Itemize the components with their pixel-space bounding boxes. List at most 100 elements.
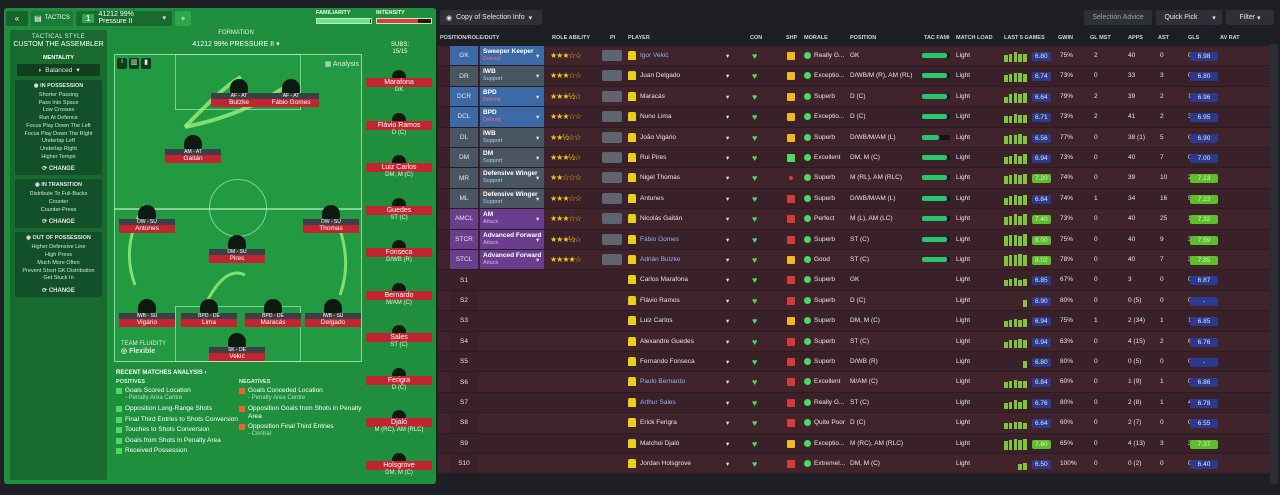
table-row[interactable]: DCR BPD Defend ▾ ★★★½☆ Maracás ▾ ♥ Superb D (C) Li… xyxy=(438,86,1278,108)
table-row[interactable]: ML Defensive Winger Support ▾ ★★★☆☆ Antunes ▾ ♥… xyxy=(438,188,1278,210)
scrollbar[interactable] xyxy=(1270,44,1278,484)
transition-change-button[interactable]: ⟳ CHANGE xyxy=(42,219,75,226)
table-row[interactable]: S6 Paulo Bernardo ▾ ♥ Excellent M/AM (C) Light… xyxy=(438,372,1278,393)
player-name[interactable]: João Vigário xyxy=(640,133,677,141)
column-header[interactable]: PLAYER xyxy=(628,35,650,41)
chevron-down-icon[interactable]: ▾ xyxy=(726,155,730,162)
chevron-down-icon[interactable]: ▾ xyxy=(726,93,730,101)
pitch-player[interactable]: DW - SU Thomas xyxy=(303,205,359,233)
detail-icon[interactable]: ▮ xyxy=(141,58,151,69)
column-header[interactable]: TAC FAMI xyxy=(924,35,950,41)
position-cell[interactable]: DM xyxy=(450,148,478,168)
table-row[interactable]: S3 Luiz Carlos ▾ ♥ Superb DM, M (C) Light 6.94 7… xyxy=(438,311,1278,332)
player-instructions-icon[interactable] xyxy=(602,254,622,265)
position-cell[interactable]: DCR xyxy=(450,86,478,107)
column-header[interactable]: ROLE ABILITY xyxy=(552,35,590,41)
player-name[interactable]: Flávio Ramos xyxy=(640,296,680,304)
player-instructions-icon[interactable] xyxy=(602,172,622,184)
filter-button[interactable]: Filter ▾ xyxy=(1226,10,1274,25)
chevron-down-icon[interactable]: ▾ xyxy=(726,236,730,244)
player-name[interactable]: Rui Pires xyxy=(640,154,667,161)
copy-selection-info-button[interactable]: ◉ Copy of Selection Info ▾ xyxy=(440,10,542,25)
position-cell[interactable]: DR xyxy=(450,66,478,86)
table-row[interactable]: DR IWB Support ▾ ★★★☆☆ Juan Delgado ▾ ♥ Exceptio… xyxy=(438,66,1278,87)
sub-player[interactable]: Holsgrove DM, M (C) xyxy=(366,452,432,477)
column-header[interactable]: PI xyxy=(610,35,616,41)
pitch-player[interactable]: IWB - SU Delgado xyxy=(305,299,361,327)
column-header[interactable]: POSITION/ROLE/DUTY xyxy=(440,35,500,41)
chevron-down-icon[interactable]: ▾ xyxy=(726,379,730,387)
player-name[interactable]: Nigel Thomas xyxy=(640,174,680,182)
player-instructions-icon[interactable] xyxy=(602,152,622,163)
column-header[interactable]: AV RAT xyxy=(1220,35,1240,41)
position-cell[interactable]: S7 xyxy=(450,392,478,413)
table-row[interactable]: S7 Arthur Sales ▾ ♥ Really G... ST (C) Light 6.… xyxy=(438,392,1278,414)
player-instructions-icon[interactable] xyxy=(602,90,622,102)
stats-icon[interactable]: ▥ xyxy=(129,58,139,69)
info-icon[interactable]: i xyxy=(117,58,127,69)
chevron-down-icon[interactable]: ▾ xyxy=(726,420,730,428)
pitch-player[interactable]: BPD - DE Maracás xyxy=(245,299,301,327)
role-duty-select[interactable]: Defensive Winger Support xyxy=(480,188,544,209)
table-row[interactable]: DCL BPD Defend ▾ ★★★☆☆ Nuno Lima ▾ ♥ Exceptio...… xyxy=(438,107,1278,128)
player-name[interactable]: Fernando Fonseca xyxy=(640,358,695,365)
pitch-player[interactable]: SK - DE Vekić xyxy=(209,333,265,361)
player-name[interactable]: Jordan Holsgrove xyxy=(640,460,691,467)
player-name[interactable]: Arthur Sales xyxy=(640,398,676,406)
player-name[interactable]: Adrián Butzke xyxy=(640,256,681,263)
table-row[interactable]: DM DM Support ▾ ★★★½☆ Rui Pires ▾ ♥ Excellent DM,… xyxy=(438,148,1278,169)
selection-advice-button[interactable]: Selection Advice xyxy=(1084,10,1152,25)
mentality-select[interactable]: ◑ Balanced ▾ xyxy=(17,64,100,76)
table-row[interactable]: S2 Flávio Ramos ▾ ♥ Superb D (C) Light 6.90 80% 0… xyxy=(438,290,1278,312)
player-instructions-icon[interactable] xyxy=(602,233,622,245)
sub-player[interactable]: Bernardo M/AM (C) xyxy=(366,282,432,307)
table-row[interactable]: STCR Advanced Forward Attack ▾ ★★★½☆ Fábio Go… xyxy=(438,229,1278,250)
chevron-down-icon[interactable]: ▾ xyxy=(726,461,730,468)
position-cell[interactable]: S6 xyxy=(450,372,478,392)
chevron-down-icon[interactable]: ▾ xyxy=(726,73,730,81)
role-duty-select[interactable]: IWB Support xyxy=(480,127,544,147)
player-name[interactable]: Matchoi Djaló xyxy=(640,439,680,447)
position-cell[interactable]: S4 xyxy=(450,331,478,351)
pitch-player[interactable]: AF - AT Fábio Gomes xyxy=(263,79,319,107)
chevron-down-icon[interactable]: ▾ xyxy=(726,338,730,346)
role-duty-select[interactable]: IWB Support xyxy=(480,66,544,86)
quick-pick-button[interactable]: Quick Pick xyxy=(1156,10,1206,25)
player-instructions-icon[interactable] xyxy=(602,70,622,82)
player-instructions-icon[interactable] xyxy=(602,50,622,61)
sub-player[interactable]: Flávio Ramos D (C) xyxy=(366,112,432,137)
position-cell[interactable]: DCL xyxy=(450,107,478,127)
out-possession-change-button[interactable]: ⟳ CHANGE xyxy=(42,287,75,294)
sub-player[interactable]: Djaló M (RC), AM (RLC) xyxy=(366,410,432,434)
pitch-player[interactable]: AM - AT Gaitán xyxy=(165,135,221,163)
chevron-down-icon[interactable]: ▾ xyxy=(726,195,730,203)
table-row[interactable]: S9 Matchoi Djaló ▾ ♥ Exceptio... M (RC), AM (… xyxy=(438,433,1278,454)
column-header[interactable]: CON xyxy=(750,35,763,41)
column-header[interactable]: AST xyxy=(1158,35,1169,41)
tactics-tab[interactable]: ▤ TACTICS xyxy=(31,10,73,26)
table-row[interactable]: S8 Erick Ferigra ▾ ♥ Quite Poor D (C) Light 6.6… xyxy=(438,413,1278,434)
player-name[interactable]: Alexandre Guedes xyxy=(640,337,694,345)
role-duty-select[interactable]: Defensive Winger Support xyxy=(480,168,544,188)
player-instructions-icon[interactable] xyxy=(602,213,622,225)
position-cell[interactable]: S3 xyxy=(450,311,478,331)
possession-change-button[interactable]: ⟳ CHANGE xyxy=(42,166,75,173)
sub-player[interactable]: Fonseca D/WB (R) xyxy=(366,240,432,264)
position-cell[interactable]: AMCL xyxy=(450,209,478,229)
pitch-player[interactable]: AF - AT Butzke xyxy=(211,79,267,107)
pitch-player[interactable]: DW - SU Antunes xyxy=(119,205,175,233)
player-instructions-icon[interactable] xyxy=(602,131,622,143)
position-cell[interactable]: S2 xyxy=(450,290,478,311)
table-row[interactable]: STCL Advanced Forward Attack ▾ ★★★★☆ Adrián B… xyxy=(438,250,1278,271)
position-cell[interactable]: S10 xyxy=(450,454,478,474)
sub-player[interactable]: Sales ST (C) xyxy=(366,325,432,349)
role-duty-select[interactable]: AM Attack xyxy=(480,209,544,229)
position-cell[interactable]: S9 xyxy=(450,433,478,453)
plus-icon[interactable]: + xyxy=(174,10,191,26)
column-header[interactable]: GL MST xyxy=(1090,35,1111,41)
player-name[interactable]: Carlos Marafona xyxy=(640,276,689,284)
column-header[interactable]: LAST 5 GAMES xyxy=(1004,35,1045,41)
sub-player[interactable]: Ferigra D (C) xyxy=(366,367,432,392)
role-duty-select[interactable]: Sweeper Keeper Defend xyxy=(480,46,544,66)
player-name[interactable]: Luiz Carlos xyxy=(640,317,673,325)
